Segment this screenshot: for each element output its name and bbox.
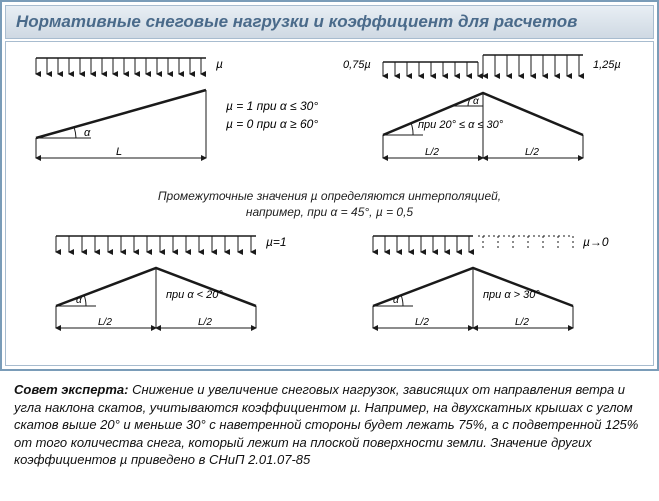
outer-frame: Нормативные снеговые нагрузки и коэффици… — [0, 0, 659, 371]
diagram-gable-halfload: µ→0 α при α > 30° L/2 L/2 — [333, 228, 643, 353]
d3-cond: при α < 20° — [166, 289, 223, 301]
expert-advice: Совет эксперта: Снижение и увеличение сн… — [0, 371, 659, 479]
diagram-gable-asym: 0,75µ 1,25µ — [333, 50, 643, 185]
d2-cond: при 20° ≤ α ≤ 30° — [418, 119, 504, 131]
d4-svg: µ→0 α при α > 30° L/2 L/2 — [333, 228, 643, 348]
d1-cond2: µ = 0 при α ≥ 60° — [226, 117, 318, 131]
diagram-panel: µ α L µ = 1 при α ≤ 30° µ = 0 при α ≥ 60… — [5, 41, 654, 366]
d2-load-left: 0,75µ — [343, 59, 371, 71]
row-1: µ α L µ = 1 при α ≤ 30° µ = 0 при α ≥ 60… — [12, 50, 647, 185]
d4-dim-l: L/2 — [415, 317, 429, 328]
d4-dim-r: L/2 — [515, 317, 529, 328]
d1-dim: L — [116, 146, 122, 158]
d2-dim-r: L/2 — [525, 147, 539, 158]
d3-angle: α — [76, 295, 82, 306]
d1-load-label: µ — [216, 57, 223, 71]
d4-load: µ→0 — [583, 235, 609, 249]
d1-cond1: µ = 1 при α ≤ 30° — [226, 99, 318, 113]
d3-load: µ=1 — [266, 235, 287, 249]
d2-svg: 0,75µ 1,25µ — [333, 50, 643, 180]
page-title: Нормативные снеговые нагрузки и коэффици… — [16, 12, 577, 31]
interpolation-note: Промежуточные значения µ определяются ин… — [12, 189, 647, 220]
d3-dim-r: L/2 — [198, 317, 212, 328]
diagram-gable-uniform: µ=1 α при α < 20° L/2 L/2 — [16, 228, 326, 353]
d2-angle: α — [473, 96, 479, 107]
d1-angle: α — [84, 127, 91, 139]
d1-svg: µ α L µ = 1 при α ≤ 30° µ = 0 при α ≥ 60… — [16, 50, 326, 180]
expert-label: Совет эксперта: — [14, 382, 128, 397]
title-bar: Нормативные снеговые нагрузки и коэффици… — [5, 5, 654, 39]
row-2: µ=1 α при α < 20° L/2 L/2 — [12, 228, 647, 353]
d3-svg: µ=1 α при α < 20° L/2 L/2 — [16, 228, 326, 348]
note-line: Промежуточные значения µ определяются ин… — [158, 189, 501, 219]
d4-angle: α — [393, 295, 399, 306]
d4-cond: при α > 30° — [483, 289, 540, 301]
diagram-single-slope: µ α L µ = 1 при α ≤ 30° µ = 0 при α ≥ 60… — [16, 50, 326, 185]
d2-dim-l: L/2 — [425, 147, 439, 158]
d3-dim-l: L/2 — [98, 317, 112, 328]
d2-load-right: 1,25µ — [593, 59, 621, 71]
